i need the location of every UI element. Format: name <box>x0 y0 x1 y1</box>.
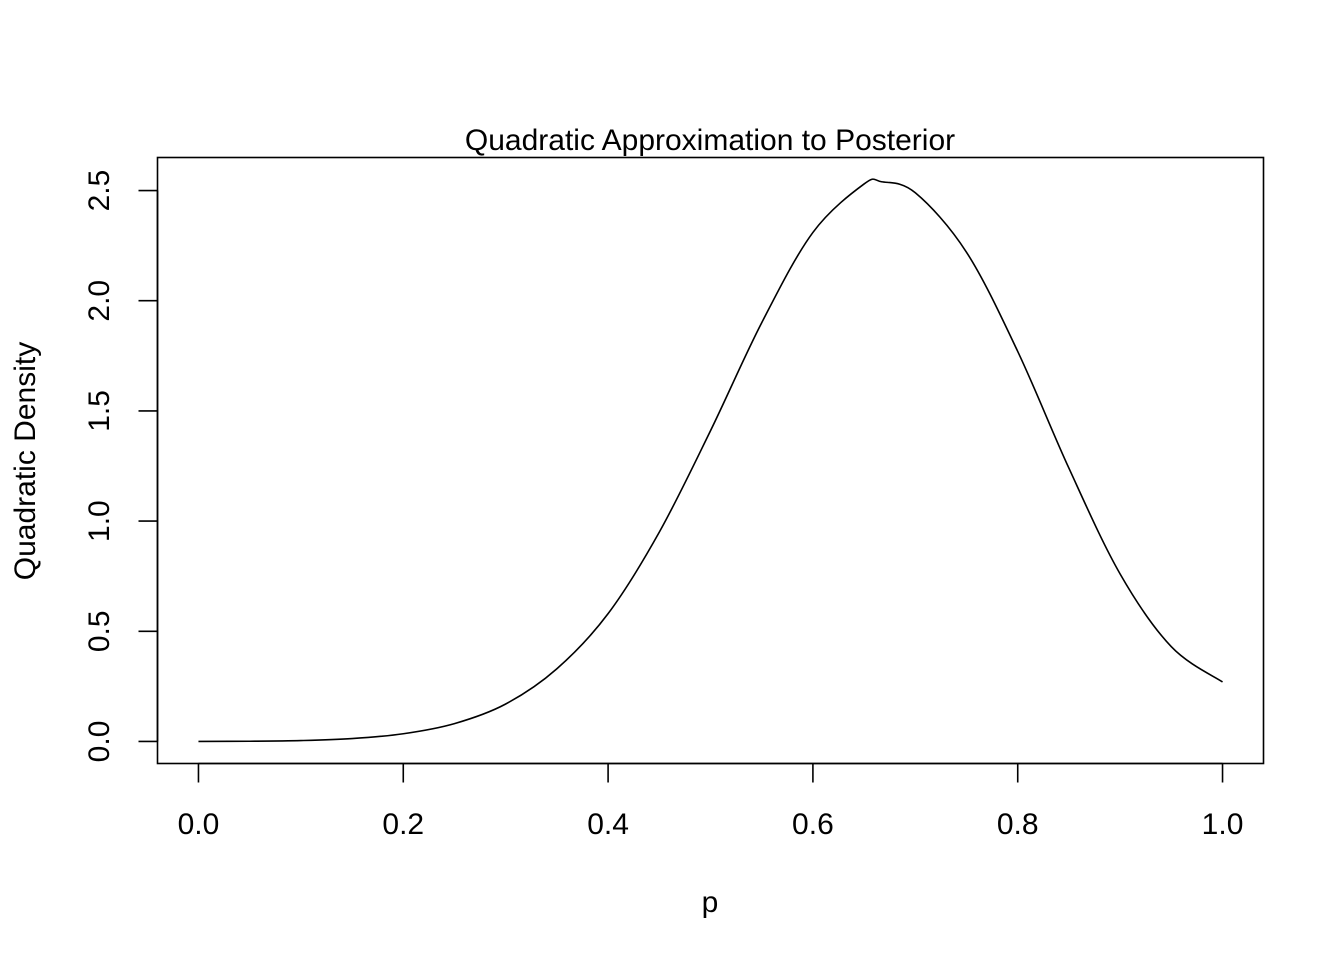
x-tick-label: 1.0 <box>1202 808 1244 841</box>
y-axis: 0.0 0.5 1.0 1.5 2.0 2.5 <box>83 170 159 763</box>
x-axis-label: p <box>702 886 719 919</box>
x-tick-label: 0.0 <box>178 808 220 841</box>
x-tick-label: 0.4 <box>587 808 629 841</box>
x-tick-label: 0.2 <box>382 808 424 841</box>
x-axis: 0.0 0.2 0.4 0.6 0.8 1.0 <box>178 762 1244 841</box>
x-tick-label: 0.8 <box>997 808 1039 841</box>
chart-title: Quadratic Approximation to Posterior <box>465 124 955 157</box>
series-layer <box>198 178 1223 743</box>
y-tick-label: 2.0 <box>83 280 116 322</box>
y-tick-label: 0.0 <box>83 721 116 763</box>
y-tick-label: 2.5 <box>83 170 116 212</box>
series-line <box>198 178 1223 743</box>
y-tick-label: 1.0 <box>83 500 116 542</box>
x-tick-label: 0.6 <box>792 808 834 841</box>
plot-frame <box>156 156 1265 765</box>
y-tick-label: 1.5 <box>83 390 116 432</box>
y-axis-label: Quadratic Density <box>9 342 42 580</box>
y-tick-label: 0.5 <box>83 610 116 652</box>
